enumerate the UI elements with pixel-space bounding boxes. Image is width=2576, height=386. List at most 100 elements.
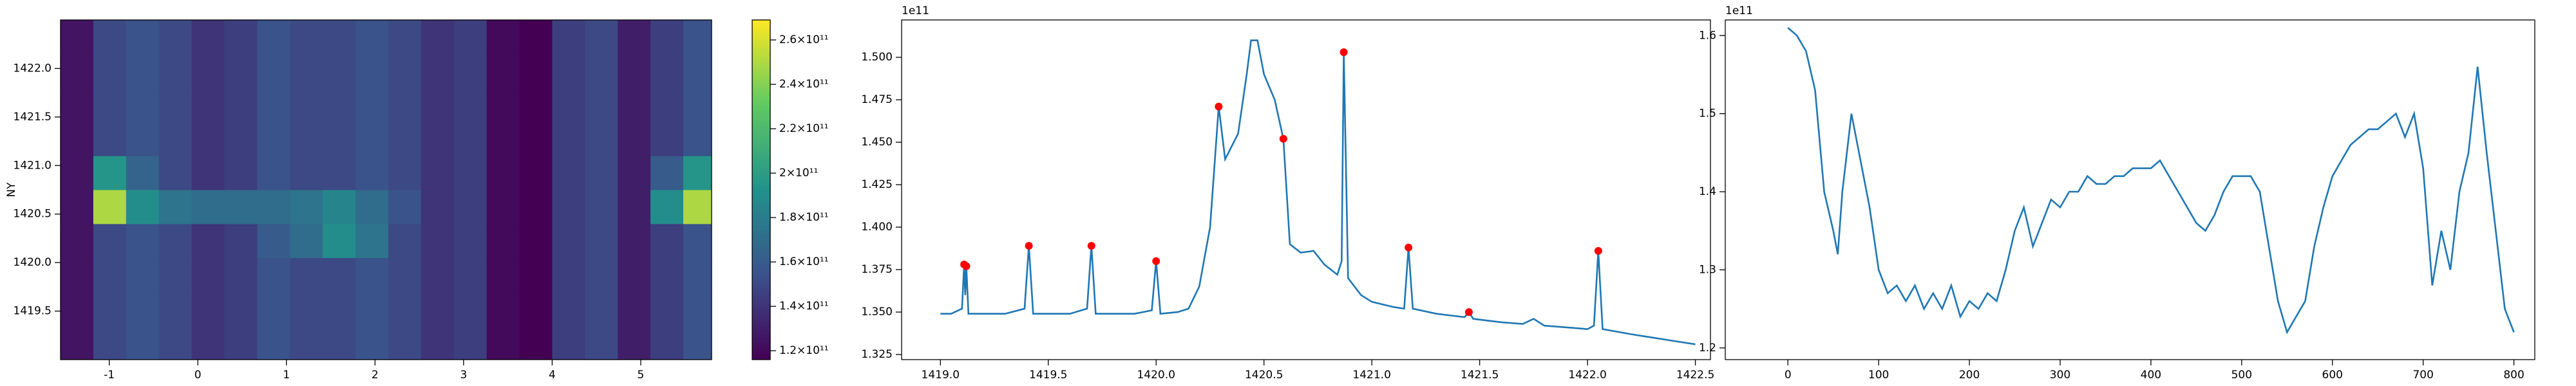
heatmap-cell [257, 257, 290, 292]
heatmap-cell [323, 257, 356, 292]
colorbar-band [752, 351, 770, 354]
heatmap-cell [355, 326, 389, 360]
colorbar-band [752, 322, 770, 326]
heatmap-cell [519, 122, 553, 156]
heatmap-cell [224, 53, 258, 89]
heatmap-cell [683, 87, 712, 122]
x-tick-label: 800 [2503, 369, 2524, 381]
heatmap-cell [683, 122, 712, 156]
peak-marker [1594, 247, 1602, 255]
colorbar-band [752, 164, 770, 168]
colorbar-band [752, 317, 770, 320]
heatmap-cell [355, 223, 389, 259]
colorbar-band [752, 48, 770, 51]
heatmap-cell [224, 326, 258, 360]
colorbar-band [752, 51, 770, 55]
heatmap-cell [388, 20, 422, 55]
colorbar-band [752, 257, 770, 261]
colorbar-band [752, 102, 770, 106]
colorbar-frame [752, 19, 771, 360]
colorbar-tick-label: 1.2×10¹¹ [779, 344, 829, 357]
heatmap-cell [585, 223, 618, 259]
heatmap-cell [519, 326, 553, 360]
heatmap-cell [61, 156, 94, 190]
colorbar-band [752, 28, 770, 32]
heatmap-cell [552, 326, 585, 360]
colorbar-band [752, 25, 770, 29]
heatmap-cell [93, 190, 127, 225]
heatmap-cell [191, 257, 225, 292]
heatmap-cell [126, 326, 160, 360]
y-tick-label: 1421.5 [14, 111, 52, 124]
heatmap-cell [683, 20, 712, 55]
colorbar-band [752, 204, 770, 207]
heatmap-cell [224, 190, 258, 225]
heatmap-cell [191, 326, 225, 360]
heatmap-cell [421, 257, 455, 292]
heatmap-cell [486, 257, 520, 292]
colorbar-band [752, 243, 770, 247]
x-tick-label: 600 [2322, 369, 2343, 381]
heatmap-cell [519, 257, 553, 292]
heatmap-cell [618, 53, 651, 89]
heatmap-cell [421, 326, 455, 360]
heatmap-cell [585, 20, 618, 55]
heatmap-cell [388, 87, 422, 122]
heatmap-cell [421, 190, 455, 225]
offset-text: 1e11 [902, 5, 929, 17]
colorbar-band [752, 187, 770, 190]
heatmap-cell [650, 223, 684, 259]
heatmap-cell [585, 53, 618, 89]
heatmap-cell [61, 53, 94, 89]
colorbar-band [752, 116, 770, 120]
x-tick-label: 5 [638, 369, 645, 381]
colorbar-band [752, 300, 770, 304]
y-tick-label: 1419.5 [14, 305, 52, 318]
colorbar-band [752, 235, 770, 239]
heatmap-cell [323, 20, 356, 55]
colorbar-band [752, 170, 770, 174]
heatmap-cell [158, 190, 193, 225]
heatmap-cell [224, 20, 258, 55]
heatmap-cell [257, 223, 290, 259]
colorbar-band [752, 150, 770, 154]
axes-frame [60, 19, 712, 360]
colorbar-band [752, 266, 770, 270]
colorbar-band [752, 226, 770, 230]
heatmap-cell [683, 53, 712, 89]
heatmap-cell [519, 87, 553, 122]
heatmap-cell [421, 223, 455, 259]
heatmap-cell [552, 53, 585, 89]
colorbar-band [752, 261, 770, 264]
heatmap-cell [618, 156, 651, 190]
colorbar-band [752, 345, 770, 349]
heatmap-cell [585, 326, 618, 360]
colorbar-band [752, 255, 770, 259]
heatmap-cell [224, 257, 258, 292]
heatmap-cell [388, 291, 422, 326]
y-tick-label: 1.500 [861, 51, 893, 64]
heatmap-cell [683, 291, 712, 326]
colorbar-band [752, 178, 770, 182]
colorbar-band [752, 65, 770, 69]
heatmap-cell [323, 223, 356, 259]
heatmap-cell [453, 223, 488, 259]
heatmap-cell [618, 291, 651, 326]
heatmap-cell [290, 223, 323, 259]
colorbar-band [752, 20, 770, 23]
colorbar-band [752, 237, 770, 241]
colorbar-band [752, 130, 770, 134]
heatmap-cell [93, 291, 127, 326]
heatmap-cell [323, 122, 356, 156]
heatmap-cell [126, 291, 160, 326]
colorbar-band [752, 209, 770, 213]
heatmap-cell [519, 20, 553, 55]
heatmap-cell [93, 53, 127, 89]
y-tick-label: 1420.5 [14, 208, 52, 221]
y-tick-label: 1420.0 [14, 256, 52, 269]
heatmap-cell [61, 326, 94, 360]
heatmap-cell [158, 156, 193, 190]
colorbar-band [752, 34, 770, 37]
heatmap-cell [388, 223, 422, 259]
heatmap-cell [486, 87, 520, 122]
